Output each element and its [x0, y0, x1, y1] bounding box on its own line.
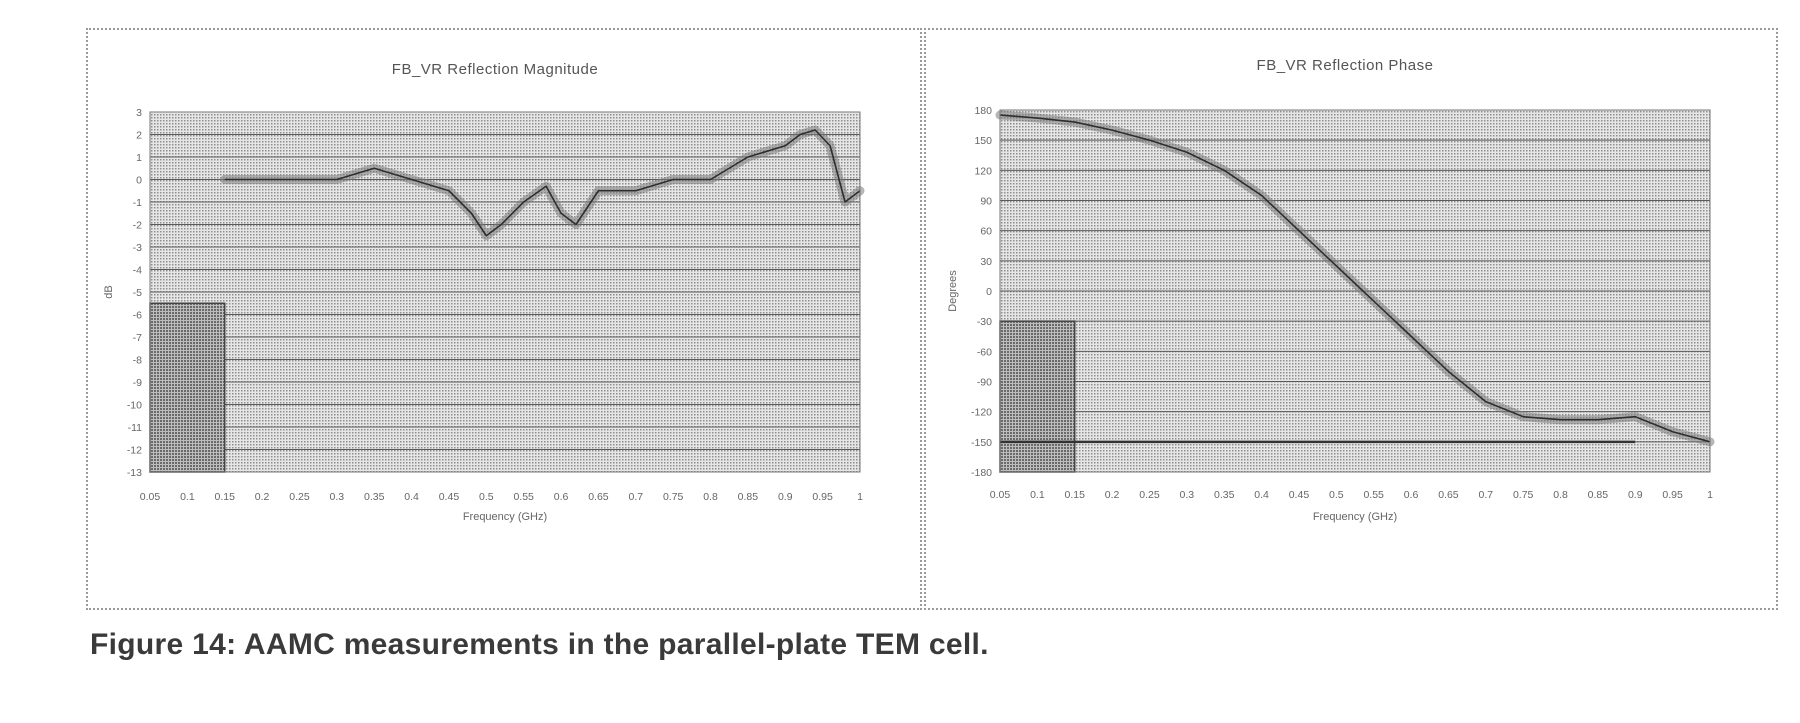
chart-title: FB_VR Reflection Phase	[1257, 57, 1434, 74]
x-tick-label: 0.15	[1065, 489, 1086, 501]
y-tick-label: -12	[127, 445, 142, 457]
x-tick-label: 0.75	[1513, 489, 1534, 501]
x-tick-label: 0.9	[1628, 489, 1643, 501]
y-tick-label: 180	[974, 105, 992, 117]
x-tick-label: 0.3	[1180, 489, 1195, 501]
x-tick-label: 0.35	[364, 491, 385, 503]
y-tick-label: -13	[127, 467, 142, 479]
legend-box	[149, 302, 226, 473]
x-tick-label: 1	[1707, 489, 1713, 501]
y-tick-label: 90	[980, 196, 992, 208]
x-tick-label: 0.95	[1662, 489, 1683, 501]
y-axis-label: Degrees	[947, 270, 959, 312]
y-tick-label: -4	[133, 265, 142, 277]
magnitude-chart: FB_VR Reflection Magnitude 3 2 1 0 -1 -2 -3 -4 -5…	[103, 61, 865, 523]
y-tick-label: -6	[133, 310, 142, 322]
x-tick-label: 0.1	[1030, 489, 1045, 501]
x-tick-label: 0.45	[439, 491, 460, 503]
series-line	[224, 129, 861, 237]
x-tick-label: 0.5	[479, 491, 494, 503]
y-axis-label: dB	[103, 285, 115, 298]
y-tick-label: -1	[133, 197, 142, 209]
y-tick-label: -2	[133, 220, 142, 232]
x-tick-label: 0.35	[1214, 489, 1235, 501]
y-tick-label: -3	[133, 242, 142, 254]
x-tick-label: 0.75	[663, 491, 684, 503]
x-tick-label: 0.85	[738, 491, 759, 503]
y-tick-label: -180	[971, 467, 992, 479]
x-tick-label: 0.25	[289, 491, 310, 503]
y-tick-label: 3	[136, 107, 142, 119]
x-tick-label: 0.7	[628, 491, 643, 503]
chart-title: FB_VR Reflection Magnitude	[392, 61, 598, 78]
y-tick-label: 1	[136, 152, 142, 164]
y-tick-label: -8	[133, 355, 142, 367]
phase-chart-panel: FB_VR Reflection Phase 180 150 120 90 60 30 0 -3…	[924, 28, 1778, 610]
y-tick-label: -120	[971, 407, 992, 419]
x-tick-label: 0.05	[990, 489, 1011, 501]
y-tick-label: 60	[980, 226, 992, 238]
y-tick-label: 2	[136, 130, 142, 142]
x-axis-label: Frequency (GHz)	[463, 511, 547, 523]
x-tick-label: 0.85	[1588, 489, 1609, 501]
figure-caption: Figure 14: AAMC measurements in the para…	[90, 628, 989, 661]
plot-border	[999, 109, 1711, 473]
y-tick-label: 150	[974, 135, 992, 147]
y-tick-label: -60	[977, 346, 992, 358]
x-tick-label: 0.9	[778, 491, 793, 503]
x-tick-label: 1	[857, 491, 863, 503]
x-tick-label: 0.15	[215, 491, 236, 503]
x-tick-label: 0.2	[255, 491, 270, 503]
x-tick-label: 0.55	[513, 491, 534, 503]
y-tick-label: 30	[980, 256, 992, 268]
series-line	[999, 114, 1711, 443]
x-tick-label: 0.4	[404, 491, 419, 503]
y-tick-label: -90	[977, 377, 992, 389]
phase-chart: FB_VR Reflection Phase 180 150 120 90 60 30 0 -3…	[947, 57, 1715, 523]
y-tick-label: 0	[136, 175, 142, 187]
y-tick-label: -9	[133, 377, 142, 389]
x-axis-label: Frequency (GHz)	[1313, 511, 1397, 523]
y-tick-label: -10	[127, 400, 142, 412]
x-tick-label: 0.5	[1329, 489, 1344, 501]
plot-border	[149, 111, 861, 473]
y-tick-label: 120	[974, 165, 992, 177]
x-tick-label: 0.25	[1139, 489, 1160, 501]
x-tick-label: 0.2	[1105, 489, 1120, 501]
x-tick-label: 0.55	[1363, 489, 1384, 501]
y-tick-label: 0	[986, 286, 992, 298]
x-tick-label: 0.8	[703, 491, 718, 503]
magnitude-chart-panel: FB_VR Reflection Magnitude 3 2 1 0 -1 -2 -3 -4 -5…	[86, 28, 922, 610]
x-tick-label: 0.05	[140, 491, 161, 503]
y-tick-label: -7	[133, 332, 142, 344]
x-tick-label: 0.3	[330, 491, 345, 503]
x-tick-label: 0.6	[1404, 489, 1419, 501]
x-tick-label: 0.1	[180, 491, 195, 503]
x-tick-label: 0.65	[588, 491, 609, 503]
x-tick-label: 0.65	[1438, 489, 1459, 501]
x-tick-label: 0.6	[554, 491, 569, 503]
x-tick-label: 0.95	[812, 491, 833, 503]
y-tick-label: -30	[977, 316, 992, 328]
x-tick-label: 0.45	[1289, 489, 1310, 501]
x-tick-label: 0.8	[1553, 489, 1568, 501]
legend-box	[999, 320, 1076, 473]
y-tick-label: -11	[128, 422, 143, 434]
x-tick-label: 0.4	[1254, 489, 1269, 501]
y-tick-label: -5	[133, 287, 142, 299]
x-tick-label: 0.7	[1478, 489, 1493, 501]
y-tick-label: -150	[971, 437, 992, 449]
